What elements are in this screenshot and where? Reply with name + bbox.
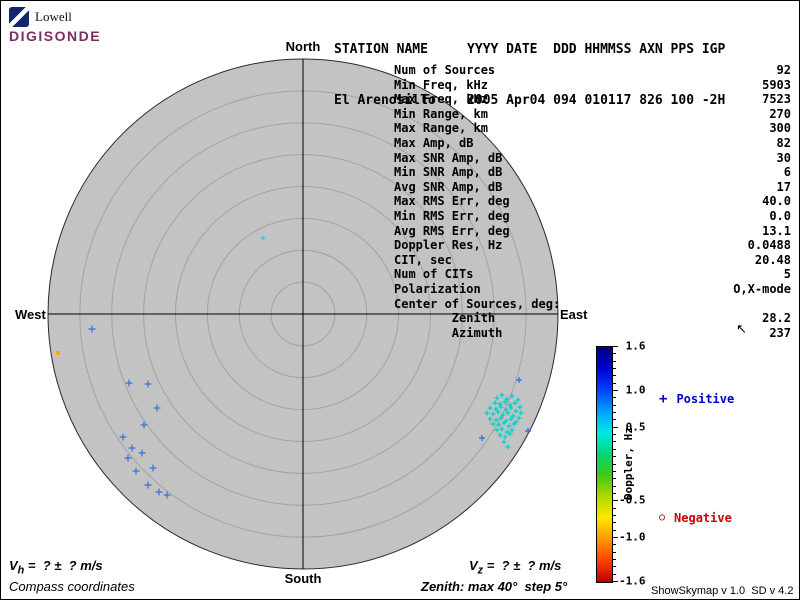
crosshair-axes: [48, 59, 558, 569]
stat-row: Azimuth 237: [394, 325, 791, 340]
colorbar-tick: [613, 514, 616, 516]
colorbar-tick: [613, 412, 616, 414]
points-east-cluster-blue: [479, 377, 531, 441]
plus-marker-icon: +: [659, 391, 668, 407]
colorbar-tick: [613, 470, 616, 472]
colorbar-tick: [613, 507, 616, 509]
stat-row: Max Range, km 300: [394, 121, 791, 136]
stat-row: Min RMS Err, deg 0.0: [394, 208, 791, 223]
coordinates-mode-label: Compass coordinates: [9, 579, 135, 594]
colorbar-tick: [613, 544, 616, 546]
app-version-label: ShowSkymap v 1.0 SD v 4.2: [651, 585, 794, 597]
stat-row: Num of Sources 92: [394, 63, 791, 77]
colorbar-tick: [613, 382, 616, 384]
colorbar-tick: [613, 522, 616, 524]
stat-row: Doppler Res, Hz 0.0488: [394, 238, 791, 253]
header-columns-line: STATION NAME YYYY DATE DDD HHMMSS AXN PP…: [334, 42, 726, 57]
legend-negative-label: Negative: [674, 511, 732, 525]
legend-negative: ○ Negative: [659, 511, 732, 525]
vz-velocity-label: Vz = ? ± ? m/s: [469, 558, 562, 577]
stat-row: Min SNR Amp, dB 6: [394, 165, 791, 180]
stat-row: Center of Sources, deg:: [394, 296, 561, 311]
stats-panel: Num of Sources 92 Min Freq, kHz 5903 Max Fre…: [394, 63, 791, 340]
compass-label-west: West: [15, 307, 46, 322]
stat-row: Min Freq, kHz 5903: [394, 77, 791, 92]
colorbar-tick: [613, 558, 616, 560]
stat-row: Max Amp, dB 82: [394, 135, 791, 150]
stat-row: Polarization O,X-mode: [394, 281, 791, 296]
colorbar-tick: [613, 419, 616, 421]
stat-row: Avg RMS Err, deg 13.1: [394, 223, 791, 238]
circle-marker-icon: ○: [659, 512, 666, 523]
colorbar-tick: [613, 573, 616, 575]
colorbar-tick: [613, 456, 616, 458]
colorbar-tick: [613, 368, 616, 370]
stat-row: Avg SNR Amp, dB 17: [394, 179, 791, 194]
points-east-cluster-cyan: [484, 392, 524, 450]
colorbar-tick: [613, 463, 616, 465]
compass-label-north: North: [285, 39, 321, 54]
colorbar-tick: [613, 397, 616, 399]
colorbar-tick-label: 1.0: [619, 383, 646, 397]
colorbar-tick: [613, 353, 616, 355]
digisonde-logo-icon: [9, 7, 29, 27]
points-single-cyan-near-center: [260, 235, 266, 241]
points-edge-orange-point: [56, 351, 60, 355]
colorbar-tick: [613, 492, 616, 494]
colorbar-tick: [613, 581, 618, 582]
compass-label-east: East: [560, 307, 588, 322]
colorbar-tick: [613, 536, 618, 538]
stat-row: Zenith 28.2: [394, 311, 791, 326]
colorbar-tick: [613, 404, 616, 406]
colorbar-tick: [613, 426, 618, 428]
zenith-range-label: Zenith: max 40° step 5°: [421, 579, 568, 594]
colorbar-tick: [613, 375, 616, 377]
vh-velocity-label: Vh = ? ± ? m/s: [9, 558, 103, 577]
colorbar-tick: [613, 500, 618, 502]
logo-lowell-text: Lowell: [35, 9, 72, 24]
colorbar-tick: [613, 529, 616, 531]
mouse-cursor: ↖: [736, 322, 747, 337]
station-header: STATION NAME YYYY DATE DDD HHMMSS AXN PP…: [334, 7, 725, 143]
logo-digisonde-text: DIGISONDE: [9, 28, 102, 44]
stat-row: Max RMS Err, deg 40.0: [394, 194, 791, 209]
legend-positive: + Positive: [659, 392, 734, 406]
colorbar-tick-label: 1.6: [619, 339, 646, 353]
colorbar-tick-label: -1.6: [619, 574, 646, 588]
colorbar-tick: [613, 360, 616, 362]
points-positive-doppler-west-crosses: [88, 325, 171, 499]
colorbar-axis-title: Doppler, Hz: [622, 427, 635, 501]
colorbar-tick-label: -1.0: [619, 530, 646, 544]
compass-label-south: South: [284, 571, 322, 586]
colorbar-tick: [613, 448, 616, 450]
colorbar-tick: [613, 485, 616, 487]
lowell-digisonde-logo: Lowell DIGISONDE: [9, 7, 101, 44]
colorbar-tick: [613, 551, 616, 553]
stat-row: Max SNR Amp, dB 30: [394, 150, 791, 165]
colorbar-tick-label: 0.5: [619, 420, 646, 434]
colorbar-tick: [613, 346, 618, 347]
colorbar-tick: [613, 566, 616, 568]
colorbar-tick-label: -0.5: [619, 493, 646, 507]
stat-row: Num of CITs 5: [394, 267, 791, 282]
colorbar-tick: [613, 441, 616, 443]
stat-row: Min Range, km 270: [394, 106, 791, 121]
colorbar-tick: [613, 478, 616, 480]
colorbar-tick: [613, 390, 618, 392]
header-values-line: El Arenosillo 2005 Apr04 094 010117 826 …: [334, 93, 726, 108]
colorbar-tick: [613, 434, 616, 436]
doppler-colorbar: [596, 346, 613, 583]
stat-row: Max Freq, kHz 7523: [394, 92, 791, 107]
stat-row: CIT, sec 20.48: [394, 252, 791, 267]
legend-positive-label: Positive: [676, 392, 735, 406]
